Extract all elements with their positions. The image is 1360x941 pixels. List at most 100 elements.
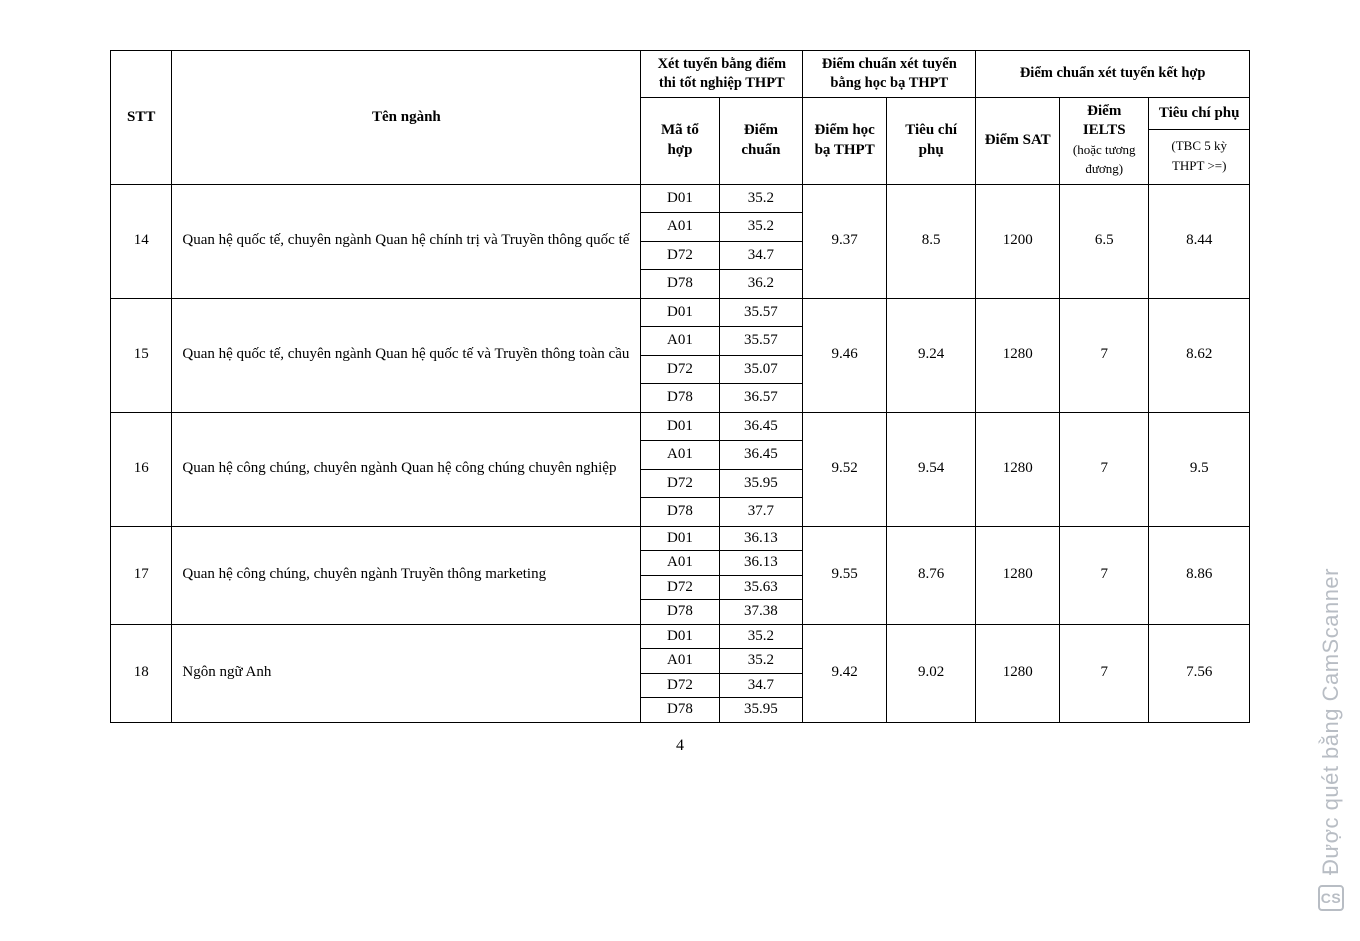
cell-score: 37.7 [719,498,803,527]
header-ma-to-hop: Mã tổ hợp [641,97,719,184]
cell-name: Ngôn ngữ Anh [172,624,641,722]
cell-ielts: 7 [1060,526,1149,624]
cell-score: 35.57 [719,298,803,327]
cell-code: A01 [641,441,719,470]
table-row: 16Quan hệ công chúng, chuyên ngành Quan … [111,412,1250,441]
cell-code: D78 [641,600,719,625]
cell-score: 35.2 [719,649,803,674]
cell-code: A01 [641,649,719,674]
cell-code: D01 [641,526,719,551]
cell-code: D01 [641,624,719,649]
cell-code: D78 [641,270,719,299]
cell-tcp2: 9.5 [1149,412,1250,526]
cell-score: 34.7 [719,673,803,698]
header-tcp1: Tiêu chí phụ [887,97,976,184]
cell-code: D78 [641,384,719,413]
camscanner-watermark: CS Được quét bằng CamScanner [1318,568,1344,911]
cell-ielts: 7 [1060,298,1149,412]
cell-score: 37.38 [719,600,803,625]
table-row: 14Quan hệ quốc tế, chuyên ngành Quan hệ … [111,184,1250,213]
cell-score: 35.07 [719,355,803,384]
cell-tcp1: 8.76 [887,526,976,624]
table-row: 17Quan hệ công chúng, chuyên ngành Truyề… [111,526,1250,551]
cell-ielts: 7 [1060,624,1149,722]
cell-name: Quan hệ công chúng, chuyên ngành Quan hệ… [172,412,641,526]
cell-ielts: 6.5 [1060,184,1149,298]
table-body: 14Quan hệ quốc tế, chuyên ngành Quan hệ … [111,184,1250,722]
cell-sat: 1280 [976,298,1060,412]
header-group-kethop: Điểm chuẩn xét tuyển kết hợp [976,51,1250,98]
cell-stt: 17 [111,526,172,624]
cell-stt: 16 [111,412,172,526]
cell-score: 36.57 [719,384,803,413]
cell-score: 35.95 [719,698,803,723]
cell-score: 35.57 [719,327,803,356]
header-diem-chuan: Điểm chuẩn [719,97,803,184]
page-number: 4 [110,737,1250,755]
cell-code: D78 [641,698,719,723]
header-ielts-label: Điểm IELTS [1083,103,1126,139]
cell-hocba: 9.52 [803,412,887,526]
cell-code: D78 [641,498,719,527]
cell-code: D01 [641,298,719,327]
header-diem-hocba: Điểm học bạ THPT [803,97,887,184]
cell-code: A01 [641,551,719,576]
header-ielts-sub: (hoặc tương đương) [1073,142,1136,177]
cell-tcp2: 8.44 [1149,184,1250,298]
table-row: 18Ngôn ngữ AnhD0135.29.429.02128077.56 [111,624,1250,649]
cell-score: 36.45 [719,441,803,470]
cell-hocba: 9.42 [803,624,887,722]
cell-name: Quan hệ quốc tế, chuyên ngành Quan hệ ch… [172,184,641,298]
cell-tcp1: 9.54 [887,412,976,526]
header-stt: STT [111,51,172,185]
header-sat: Điểm SAT [976,97,1060,184]
cell-code: D01 [641,412,719,441]
cell-tcp1: 9.24 [887,298,976,412]
cell-name: Quan hệ công chúng, chuyên ngành Truyền … [172,526,641,624]
cell-tcp2: 7.56 [1149,624,1250,722]
header-ielts: Điểm IELTS (hoặc tương đương) [1060,97,1149,184]
cell-stt: 18 [111,624,172,722]
cell-score: 35.95 [719,469,803,498]
header-group-hocba: Điểm chuẩn xét tuyển bằng học bạ THPT [803,51,976,98]
cell-stt: 15 [111,298,172,412]
cell-score: 35.2 [719,184,803,213]
cell-hocba: 9.46 [803,298,887,412]
camscanner-badge-icon: CS [1318,885,1344,911]
document-page: STT Tên ngành Xét tuyển bằng điểm thi tố… [110,50,1250,755]
cell-score: 35.2 [719,624,803,649]
cell-code: D72 [641,241,719,270]
header-tcp2: Tiêu chí phụ [1149,97,1250,129]
cell-code: D72 [641,355,719,384]
cell-code: A01 [641,213,719,242]
cell-hocba: 9.37 [803,184,887,298]
admission-score-table: STT Tên ngành Xét tuyển bằng điểm thi tố… [110,50,1250,723]
cell-code: D72 [641,673,719,698]
cell-tcp1: 9.02 [887,624,976,722]
cell-sat: 1200 [976,184,1060,298]
cell-score: 36.13 [719,526,803,551]
cell-score: 35.2 [719,213,803,242]
header-group-thpt: Xét tuyển bằng điểm thi tốt nghiệp THPT [641,51,803,98]
cell-code: D01 [641,184,719,213]
cell-score: 36.45 [719,412,803,441]
cell-score: 35.63 [719,575,803,600]
cell-tcp2: 8.86 [1149,526,1250,624]
cell-ielts: 7 [1060,412,1149,526]
header-tbc-note: (TBC 5 kỳ THPT >=) [1149,130,1250,185]
cell-tcp1: 8.5 [887,184,976,298]
cell-code: D72 [641,469,719,498]
cell-sat: 1280 [976,624,1060,722]
cell-sat: 1280 [976,412,1060,526]
cell-code: A01 [641,327,719,356]
cell-tcp2: 8.62 [1149,298,1250,412]
table-row: 15Quan hệ quốc tế, chuyên ngành Quan hệ … [111,298,1250,327]
header-ten-nganh: Tên ngành [172,51,641,185]
cell-hocba: 9.55 [803,526,887,624]
cell-sat: 1280 [976,526,1060,624]
table-header: STT Tên ngành Xét tuyển bằng điểm thi tố… [111,51,1250,185]
cell-score: 36.13 [719,551,803,576]
cell-code: D72 [641,575,719,600]
cell-name: Quan hệ quốc tế, chuyên ngành Quan hệ qu… [172,298,641,412]
cell-stt: 14 [111,184,172,298]
